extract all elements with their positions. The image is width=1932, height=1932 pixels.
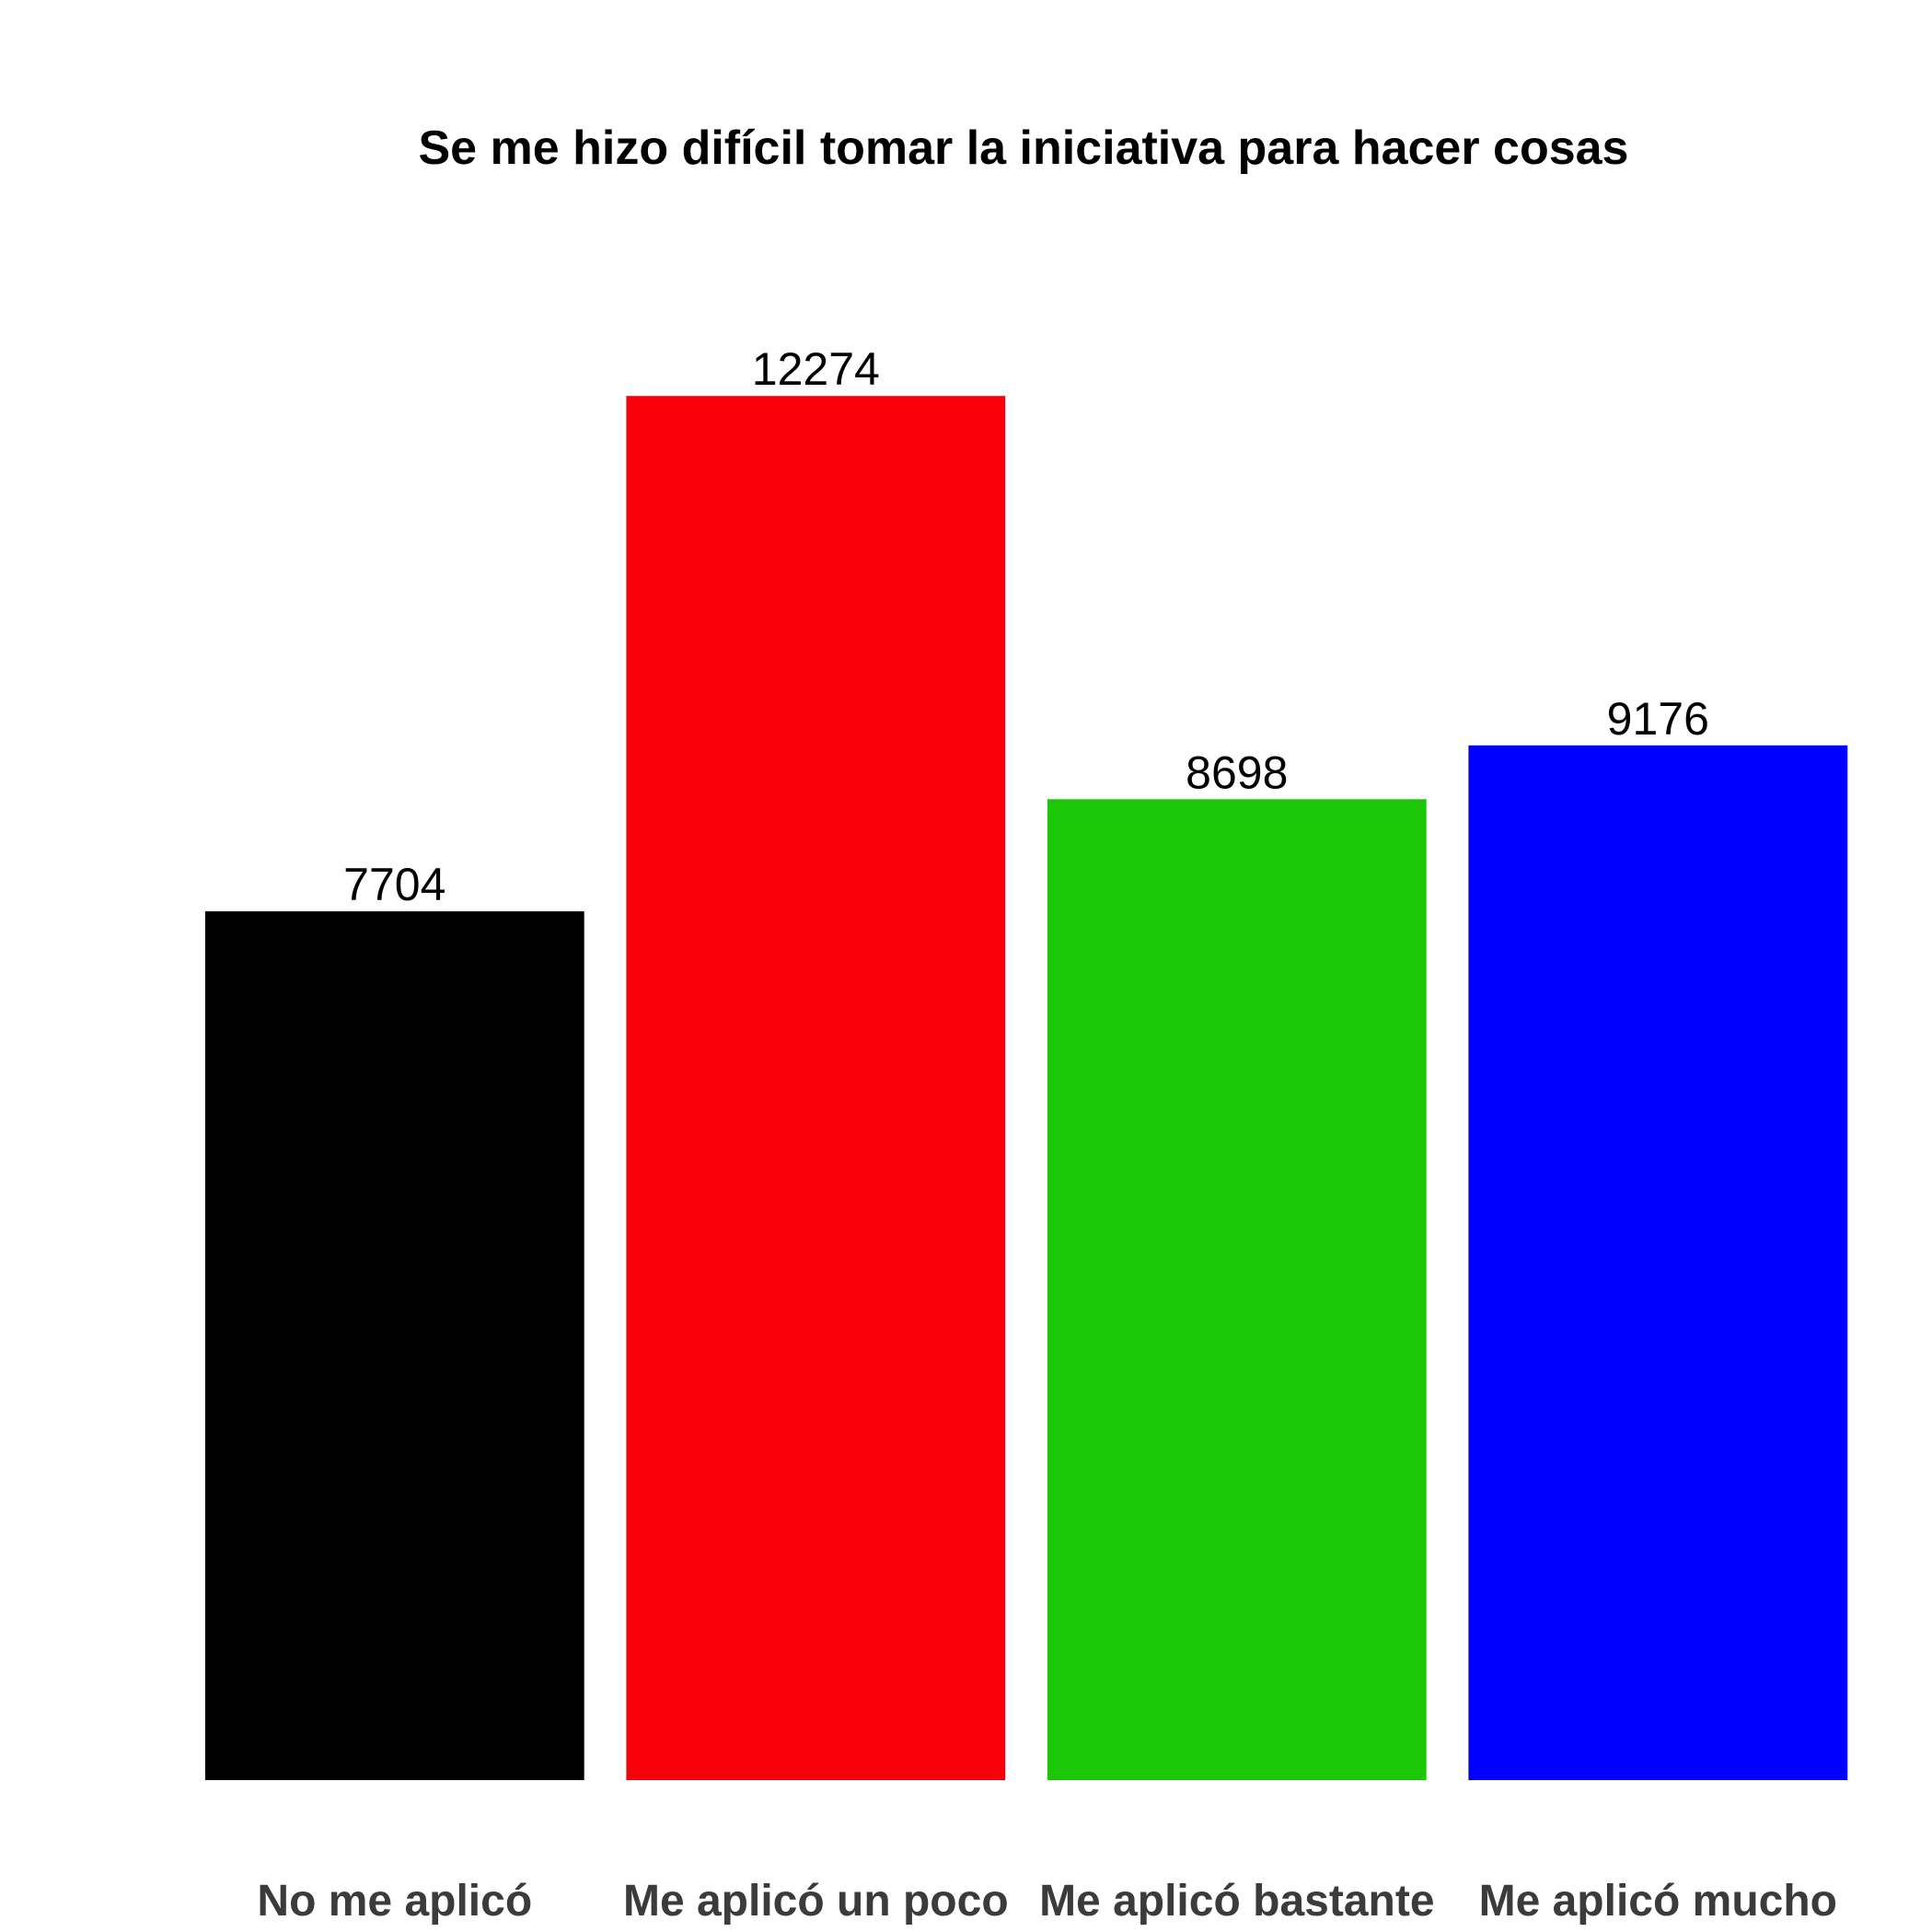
bar-3 xyxy=(1468,745,1848,1780)
chart-title: Se me hizo difícil tomar la iniciativa p… xyxy=(419,121,1629,175)
x-axis-tick-labels: No me aplicó Me aplicó un poco Me aplicó b… xyxy=(257,1877,1837,1926)
bar-value-label-2: 8698 xyxy=(1186,746,1288,798)
bar-value-label-1: 12274 xyxy=(752,343,880,395)
x-tick-label-0: No me aplicó xyxy=(257,1877,532,1926)
bar-1 xyxy=(626,396,1006,1781)
x-tick-label-1: Me aplicó un poco xyxy=(623,1877,1009,1926)
bar-2 xyxy=(1047,799,1427,1780)
data-labels-layer: 7704 12274 8698 9176 xyxy=(343,343,1709,910)
bars-layer xyxy=(204,396,1848,1781)
bar-0 xyxy=(204,911,584,1780)
x-tick-label-3: Me aplicó mucho xyxy=(1479,1877,1837,1926)
x-tick-label-2: Me aplicó bastante xyxy=(1039,1877,1434,1926)
bar-value-label-0: 7704 xyxy=(343,859,445,910)
bar-value-label-3: 9176 xyxy=(1607,693,1709,745)
